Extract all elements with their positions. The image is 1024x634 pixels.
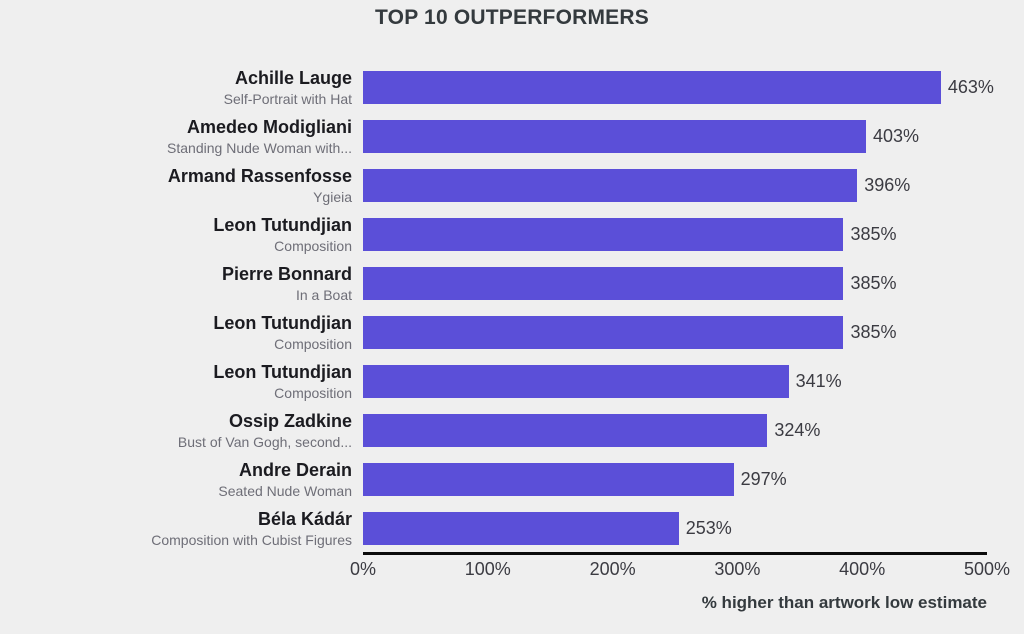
- artwork-title: Self-Portrait with Hat: [223, 90, 352, 107]
- bar-value-label: 297%: [740, 469, 787, 489]
- bar: [363, 463, 734, 496]
- artist-name: Pierre Bonnard: [221, 264, 352, 285]
- artist-name: Andre Derain: [238, 460, 352, 481]
- artwork-title: Composition: [274, 335, 352, 352]
- row-label: Ossip Zadkine Bust of Van Gogh, second..…: [0, 411, 352, 450]
- row-label: Armand Rassenfosse Ygieia: [0, 166, 352, 205]
- artist-name: Béla Kádár: [257, 509, 352, 530]
- x-axis-tick: 100%: [464, 559, 511, 579]
- row-label: Leon Tutundjian Composition: [0, 215, 352, 254]
- row-label: Achille Lauge Self-Portrait with Hat: [0, 68, 352, 107]
- bar: [363, 512, 679, 545]
- x-axis: 0% 100% 200% 300% 400% 500%: [350, 552, 1010, 583]
- bar-track: 385%: [363, 259, 987, 308]
- bar-track: 341%: [363, 357, 987, 406]
- row-label: Leon Tutundjian Composition: [0, 313, 352, 352]
- chart-row: Armand Rassenfosse Ygieia 396%: [0, 161, 1024, 210]
- row-label: Pierre Bonnard In a Boat: [0, 264, 352, 303]
- artist-name: Leon Tutundjian: [213, 215, 352, 236]
- bar-track: 253%: [363, 504, 987, 553]
- bar: [363, 169, 858, 202]
- artwork-title: Standing Nude Woman with...: [167, 139, 352, 156]
- bar-value-label: 385%: [850, 322, 897, 342]
- row-label: Andre Derain Seated Nude Woman: [0, 460, 352, 499]
- artist-name: Achille Lauge: [234, 68, 352, 89]
- bar-value-label: 253%: [685, 518, 732, 538]
- x-axis-tick: 0%: [349, 559, 377, 579]
- row-label: Amedeo Modigliani Standing Nude Woman wi…: [0, 117, 352, 156]
- bar: [363, 71, 941, 104]
- bar-value-label: 385%: [850, 224, 897, 244]
- artwork-title: Bust of Van Gogh, second...: [177, 433, 352, 450]
- bar-track: 385%: [363, 210, 987, 259]
- bar: [363, 414, 768, 447]
- artwork-title: Seated Nude Woman: [218, 482, 352, 499]
- artist-name: Ossip Zadkine: [228, 411, 352, 432]
- chart-row: Pierre Bonnard In a Boat 385%: [0, 259, 1024, 308]
- artwork-title: Composition: [274, 384, 352, 401]
- artwork-title: Composition: [274, 237, 352, 254]
- bar-track: 463%: [363, 63, 994, 112]
- bar: [363, 365, 789, 398]
- bar-value-label: 403%: [872, 126, 919, 146]
- bar-track: 297%: [363, 455, 987, 504]
- bar-value-label: 463%: [947, 77, 994, 97]
- artwork-title: Composition with Cubist Figures: [151, 531, 352, 548]
- bar-track: 324%: [363, 406, 987, 455]
- artist-name: Leon Tutundjian: [213, 313, 352, 334]
- chart-row: Béla Kádár Composition with Cubist Figur…: [0, 504, 1024, 553]
- artwork-title: In a Boat: [295, 286, 352, 303]
- row-label: Leon Tutundjian Composition: [0, 362, 352, 401]
- artist-name: Armand Rassenfosse: [167, 166, 352, 187]
- artist-name: Leon Tutundjian: [213, 362, 352, 383]
- bar-value-label: 385%: [850, 273, 897, 293]
- chart-title: TOP 10 OUTPERFORMERS: [375, 6, 649, 29]
- bar-value-label: 396%: [864, 175, 911, 195]
- bar-track: 403%: [363, 112, 987, 161]
- bar-track: 396%: [363, 161, 987, 210]
- bar: [363, 316, 844, 349]
- bar: [363, 120, 866, 153]
- x-axis-tick: 400%: [839, 559, 886, 579]
- x-axis-tick: 500%: [963, 559, 1011, 579]
- chart-row: Andre Derain Seated Nude Woman 297%: [0, 455, 1024, 504]
- chart-row: Amedeo Modigliani Standing Nude Woman wi…: [0, 112, 1024, 161]
- x-axis-tick: 200%: [589, 559, 636, 579]
- bar-value-label: 341%: [795, 371, 842, 391]
- bar-track: 385%: [363, 308, 987, 357]
- chart-row: Achille Lauge Self-Portrait with Hat 463…: [0, 63, 1024, 112]
- chart-row: Leon Tutundjian Composition 385%: [0, 210, 1024, 259]
- artist-name: Amedeo Modigliani: [186, 117, 352, 138]
- chart-rows: Achille Lauge Self-Portrait with Hat 463…: [0, 63, 1024, 553]
- chart-row: Leon Tutundjian Composition 385%: [0, 308, 1024, 357]
- chart-row: Ossip Zadkine Bust of Van Gogh, second..…: [0, 406, 1024, 455]
- x-axis-tick: 300%: [714, 559, 761, 579]
- row-label: Béla Kádár Composition with Cubist Figur…: [0, 509, 352, 548]
- bar: [363, 218, 844, 251]
- artwork-title: Ygieia: [313, 188, 352, 205]
- x-axis-label: % higher than artwork low estimate: [701, 593, 987, 612]
- bar-value-label: 324%: [774, 420, 821, 440]
- bar: [363, 267, 844, 300]
- chart-row: Leon Tutundjian Composition 341%: [0, 357, 1024, 406]
